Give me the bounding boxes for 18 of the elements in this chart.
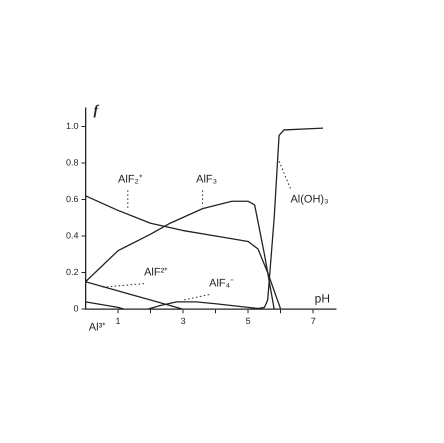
x-tick-label: 3: [180, 316, 186, 326]
series-label: AlF²⁺: [144, 266, 168, 279]
series-label: AlF₃: [196, 173, 218, 186]
x-tick-label: 1: [116, 316, 121, 326]
x-axis-title: pH: [314, 292, 330, 306]
y-tick-label: 0.4: [66, 230, 79, 241]
y-tick-label: 0.8: [66, 157, 79, 168]
x-tick-label: 5: [246, 316, 251, 326]
series-label: Al³⁺: [88, 322, 106, 334]
y-tick-label: 0.6: [66, 194, 79, 204]
series-label: AlF₄⁻: [209, 278, 234, 290]
x-tick-label: 7: [310, 316, 316, 326]
text: AlF₂⁺: [118, 173, 143, 186]
series-label: Al(OH)₃: [290, 193, 329, 206]
y-axis-title: f: [94, 104, 100, 119]
y-tick-label: 1.0: [66, 120, 79, 131]
y-tick-label: 0.2: [66, 267, 79, 278]
y-tick-label: 0: [73, 304, 79, 314]
